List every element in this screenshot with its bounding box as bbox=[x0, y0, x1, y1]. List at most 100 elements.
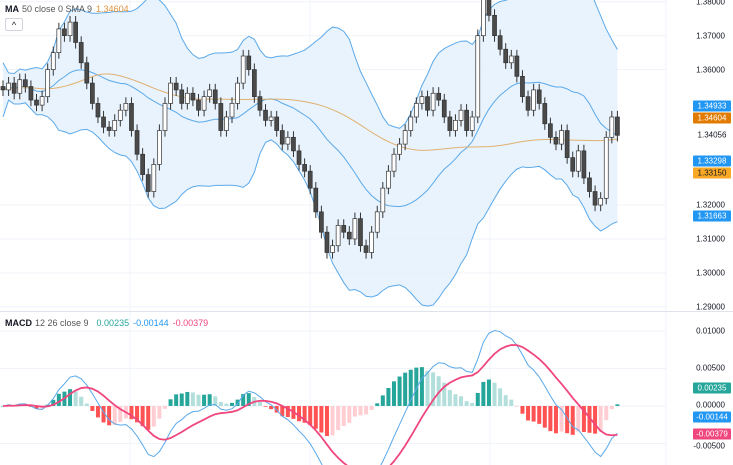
macd-histogram-bar bbox=[84, 403, 89, 406]
macd-histogram-bar bbox=[475, 392, 480, 406]
candle bbox=[145, 174, 151, 192]
collapse-indicators-button[interactable]: ^ bbox=[5, 18, 23, 31]
candle bbox=[0, 86, 6, 91]
macd-histogram-bar bbox=[593, 405, 598, 434]
price-tag: 1.34933 bbox=[693, 100, 731, 112]
candle bbox=[419, 96, 425, 104]
candle bbox=[581, 150, 587, 179]
candle bbox=[307, 170, 313, 189]
candle bbox=[346, 231, 352, 240]
candle bbox=[173, 82, 179, 91]
macd-legend[interactable]: MACD 12 26 close 9 0.00235 -0.00144 -0.00379 bbox=[5, 318, 212, 329]
ma-legend-value: 1.34604 bbox=[96, 4, 129, 14]
macd-histogram-bar bbox=[581, 405, 586, 432]
macd-histogram-bar bbox=[118, 405, 123, 422]
candle bbox=[559, 130, 564, 145]
macd-histogram-bar bbox=[324, 405, 329, 437]
macd-histogram-bar bbox=[297, 405, 302, 422]
candle bbox=[67, 21, 73, 37]
macd-legend-histogram: 0.00235 bbox=[96, 318, 130, 328]
price-tag: 1.34056 bbox=[693, 129, 731, 141]
ma-line bbox=[2, 73, 618, 151]
candle bbox=[140, 153, 145, 175]
candle bbox=[447, 116, 453, 131]
axis-tick-label: -0.00500 bbox=[693, 441, 725, 451]
pane-divider[interactable] bbox=[0, 311, 733, 312]
axis-tick-label: 1.38000 bbox=[696, 0, 725, 7]
candle bbox=[453, 120, 458, 131]
macd-histogram-bar bbox=[442, 382, 447, 406]
axis-tick-label: 1.32000 bbox=[696, 200, 725, 210]
price-tag: -0.00144 bbox=[693, 411, 731, 423]
axis-tick-label: 0.00500 bbox=[696, 363, 725, 373]
price-tag: 1.31663 bbox=[693, 210, 731, 222]
macd-histogram-bar bbox=[587, 405, 592, 433]
macd-histogram-bar bbox=[486, 379, 491, 406]
macd-histogram-bar bbox=[185, 391, 190, 406]
axis-tick-label: 1.29000 bbox=[696, 302, 725, 312]
candle bbox=[553, 136, 559, 145]
macd-histogram-bar bbox=[263, 405, 268, 407]
price-tag: -0.00379 bbox=[693, 428, 731, 440]
axis-tick-label: 0.01000 bbox=[696, 326, 725, 336]
macd-histogram-bar bbox=[73, 391, 78, 406]
macd-histogram-bar bbox=[101, 405, 106, 423]
candle bbox=[564, 130, 570, 158]
candle bbox=[425, 96, 430, 111]
macd-histogram-bar bbox=[168, 399, 173, 406]
macd-histogram-bar bbox=[542, 405, 547, 428]
macd-histogram-bar bbox=[269, 405, 274, 410]
macd-histogram-bar bbox=[386, 387, 391, 406]
candle bbox=[514, 55, 520, 77]
candle bbox=[536, 89, 542, 104]
macd-histogram-bar bbox=[330, 405, 335, 436]
candle bbox=[575, 150, 581, 172]
macd-histogram-bar bbox=[431, 372, 436, 406]
macd-histogram-bar bbox=[257, 401, 262, 406]
macd-histogram-bar bbox=[308, 405, 313, 426]
candle bbox=[475, 35, 481, 118]
ma-legend[interactable]: MA 50 close 0 SMA 9 1.34604 bbox=[5, 4, 133, 15]
candle bbox=[212, 89, 218, 104]
candle bbox=[402, 130, 408, 145]
candle bbox=[123, 103, 129, 111]
candle bbox=[531, 89, 536, 111]
chevron-up-icon: ^ bbox=[11, 20, 17, 30]
candle bbox=[503, 48, 509, 64]
candle bbox=[430, 92, 436, 111]
macd-histogram-bar bbox=[520, 405, 525, 414]
candle bbox=[50, 52, 56, 70]
bollinger-upper-line bbox=[2, 0, 618, 129]
candle bbox=[609, 116, 615, 138]
macd-histogram-bar bbox=[336, 405, 341, 431]
macd-histogram-bar bbox=[157, 405, 162, 419]
candle bbox=[313, 187, 319, 213]
macd-histogram-bar bbox=[375, 403, 380, 406]
macd-histogram-bar bbox=[380, 395, 385, 406]
macd-histogram-bar bbox=[403, 372, 408, 406]
candle bbox=[615, 116, 620, 136]
macd-legend-macd: -0.00144 bbox=[133, 318, 169, 328]
candle bbox=[246, 55, 252, 70]
candle bbox=[78, 42, 84, 64]
macd-histogram-bar bbox=[218, 401, 223, 406]
macd-histogram-bar bbox=[56, 393, 61, 406]
price-tag: 0.00235 bbox=[693, 382, 731, 394]
macd-histogram-bar bbox=[280, 405, 285, 417]
macd-histogram-bar bbox=[364, 405, 369, 415]
macd-histogram-bar bbox=[419, 367, 424, 406]
candle bbox=[129, 103, 134, 131]
candle bbox=[263, 109, 268, 121]
macd-histogram-bar bbox=[213, 396, 218, 406]
candle bbox=[520, 75, 525, 98]
candle bbox=[56, 28, 62, 53]
macd-histogram-bar bbox=[358, 405, 363, 416]
macd-histogram-bar bbox=[565, 405, 570, 434]
macd-histogram-bar bbox=[576, 405, 581, 432]
candle bbox=[162, 103, 168, 131]
candle bbox=[391, 153, 397, 172]
macd-histogram-bar bbox=[107, 405, 112, 426]
candle bbox=[229, 103, 235, 118]
candle bbox=[291, 136, 296, 152]
